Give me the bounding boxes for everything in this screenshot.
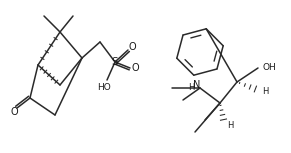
Text: S: S	[112, 57, 118, 67]
Text: N: N	[193, 80, 201, 90]
Text: O: O	[128, 42, 136, 52]
Text: H: H	[227, 121, 233, 131]
Text: O: O	[131, 63, 139, 73]
Text: H: H	[262, 86, 268, 95]
Text: OH: OH	[263, 62, 277, 71]
Text: HO: HO	[97, 82, 111, 91]
Text: O: O	[10, 107, 18, 117]
Text: H: H	[188, 82, 194, 91]
